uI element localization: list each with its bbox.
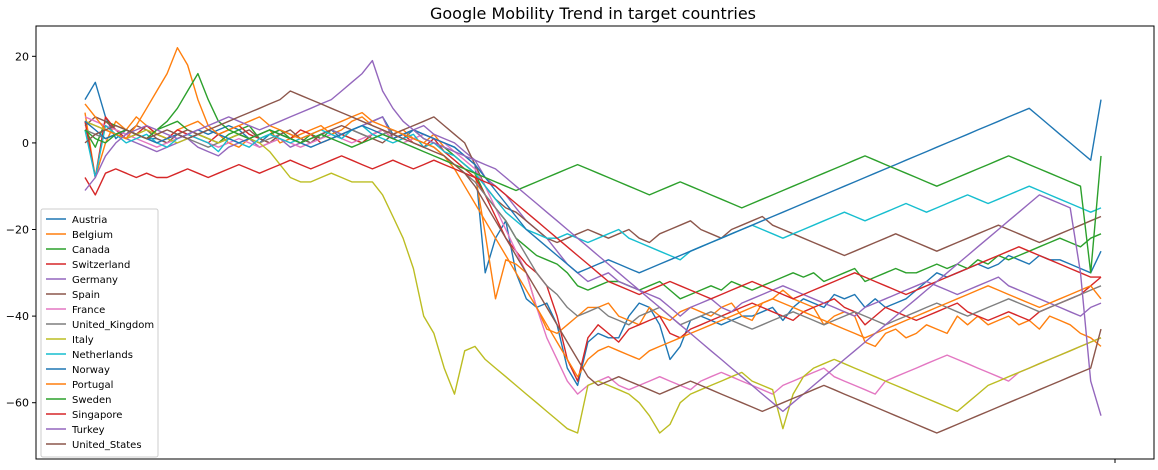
series-line-switzerland: [85, 117, 1101, 381]
legend-label: United_States: [72, 440, 142, 451]
legend-label: Spain: [72, 290, 100, 301]
y-tick-label: −60: [6, 397, 29, 410]
series-line-portugal: [85, 48, 1101, 377]
y-tick-label: −20: [6, 224, 29, 237]
legend-label: Italy: [72, 335, 94, 346]
y-tick-label: 0: [22, 137, 29, 150]
legend-label: Portugal: [72, 380, 113, 391]
legend-label: France: [72, 305, 105, 316]
series-lines: [85, 48, 1101, 433]
series-line-belgium: [85, 113, 1101, 347]
series-line-austria: [85, 82, 1101, 385]
series-line-spain: [85, 117, 1101, 256]
chart-title: Google Mobility Trend in target countrie…: [430, 4, 756, 23]
y-axis-ticks: 20 0 −20 −40 −60: [6, 50, 36, 409]
legend-label: Austria: [72, 215, 107, 226]
legend-label: Netherlands: [72, 350, 133, 361]
series-line-sweden: [85, 74, 1101, 273]
legend-label: Canada: [72, 245, 110, 256]
legend: Austria Belgium Canada Switzerland Germany Sp…: [41, 209, 158, 457]
series-line-turkey: [85, 61, 1101, 416]
axes-frame: [36, 26, 1154, 463]
series-line-united-kingdom: [85, 130, 1101, 329]
y-tick-label: −40: [6, 310, 29, 323]
y-tick-label: 20: [15, 50, 29, 63]
series-line-france: [85, 117, 1101, 394]
legend-label: Sweden: [72, 395, 112, 406]
legend-label: Norway: [72, 365, 110, 376]
legend-label: Germany: [72, 275, 118, 286]
legend-label: Turkey: [71, 425, 105, 436]
series-line-netherlands: [85, 126, 1101, 260]
legend-label: Belgium: [72, 230, 113, 241]
series-line-singapore: [85, 156, 1101, 299]
legend-label: Singapore: [72, 410, 122, 421]
legend-label: United_Kingdom: [72, 320, 154, 331]
plot-frame: [36, 26, 1154, 459]
legend-label: Switzerland: [72, 260, 130, 271]
